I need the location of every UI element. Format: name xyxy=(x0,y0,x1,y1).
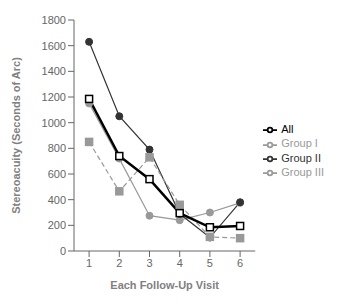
svg-text:800: 800 xyxy=(48,142,66,154)
html-text:Group II: Group II xyxy=(281,151,321,164)
svg-text:3: 3 xyxy=(146,257,152,269)
html-text:Group III: Group III xyxy=(281,165,324,178)
svg-text:1600: 1600 xyxy=(42,40,66,52)
svg-text:Each Follow-Up Visit: Each Follow-Up Visit xyxy=(110,279,219,291)
svg-text:1000: 1000 xyxy=(42,117,66,129)
svg-text:1800: 1800 xyxy=(42,14,66,26)
svg-text:0: 0 xyxy=(60,245,66,257)
svg-text:Stereoacuity (Seconds of Arc): Stereoacuity (Seconds of Arc) xyxy=(10,57,22,214)
html-text:Group I: Group I xyxy=(281,137,318,150)
svg-text:1: 1 xyxy=(86,257,92,269)
svg-text:2: 2 xyxy=(116,257,122,269)
html-text:All: All xyxy=(281,123,294,136)
svg-text:600: 600 xyxy=(48,168,66,180)
svg-text:6: 6 xyxy=(237,257,243,269)
svg-text:4: 4 xyxy=(177,257,183,269)
svg-text:1200: 1200 xyxy=(42,91,66,103)
svg-text:400: 400 xyxy=(48,194,66,206)
svg-text:5: 5 xyxy=(207,257,213,269)
svg-text:200: 200 xyxy=(48,219,66,231)
svg-text:1400: 1400 xyxy=(42,65,66,77)
